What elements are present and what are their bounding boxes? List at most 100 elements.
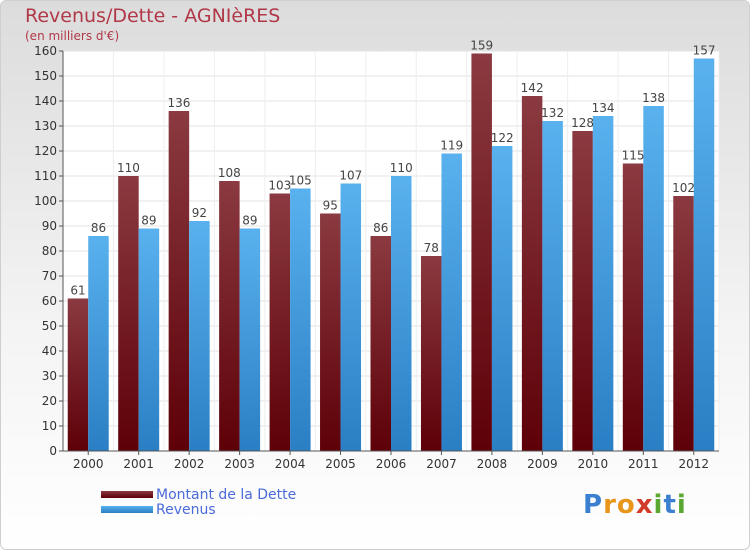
data-label-revenue-2011: 138: [642, 91, 665, 105]
y-tick-label: 10: [42, 419, 57, 433]
bar-revenue-2009: [542, 121, 563, 451]
bar-debt-2001: [118, 176, 139, 451]
data-label-debt-2012: 102: [672, 181, 695, 195]
y-tick-label: 0: [49, 444, 57, 458]
x-tick-label-2000: 2000: [73, 457, 104, 471]
x-tick-label-2005: 2005: [325, 457, 356, 471]
data-label-debt-2006: 86: [373, 221, 388, 235]
data-label-debt-2002: 136: [167, 96, 190, 110]
logo-letter: t: [663, 490, 677, 520]
bar-debt-2006: [370, 236, 391, 451]
y-tick-label: 160: [34, 44, 57, 58]
data-label-revenue-2009: 132: [541, 106, 564, 120]
data-label-debt-2004: 103: [268, 179, 291, 193]
data-label-revenue-2001: 89: [141, 214, 156, 228]
bar-revenue-2005: [340, 183, 362, 451]
bar-revenue-2006: [391, 176, 412, 451]
data-label-revenue-2007: 119: [440, 139, 463, 153]
data-label-debt-2000: 61: [70, 284, 85, 298]
data-label-revenue-2004: 105: [289, 174, 312, 188]
y-tick-label: 110: [34, 169, 57, 183]
bar-debt-2004: [269, 193, 291, 451]
data-label-revenue-2005: 107: [339, 169, 362, 183]
y-tick-label: 140: [34, 94, 57, 108]
bar-revenue-2012: [693, 58, 715, 451]
bar-debt-2008: [471, 53, 492, 451]
bar-revenue-2002: [189, 221, 210, 451]
bar-debt-2005: [320, 213, 341, 451]
data-label-revenue-2008: 122: [491, 131, 514, 145]
x-tick-label-2008: 2008: [477, 457, 508, 471]
data-label-debt-2007: 78: [424, 241, 439, 255]
y-tick-label: 80: [42, 244, 57, 258]
legend-swatch-revenue: [101, 506, 153, 513]
legend: Montant de la Dette Revenus: [101, 486, 297, 518]
data-label-revenue-2002: 92: [192, 206, 207, 220]
data-label-debt-2010: 128: [571, 116, 594, 130]
data-label-revenue-2006: 110: [390, 161, 413, 175]
y-tick-label: 50: [42, 319, 57, 333]
bar-revenue-2007: [441, 153, 462, 451]
y-tick-label: 20: [42, 394, 57, 408]
bar-revenue-2011: [643, 106, 664, 451]
bar-debt-2010: [572, 131, 593, 451]
logo-letter: r: [603, 490, 617, 520]
y-tick-label: 130: [34, 119, 57, 133]
x-tick-label-2001: 2001: [123, 457, 154, 471]
bar-revenue-2001: [138, 228, 160, 451]
x-tick-label-2011: 2011: [628, 457, 659, 471]
data-label-debt-2003: 108: [218, 166, 241, 180]
x-tick-label-2009: 2009: [527, 457, 558, 471]
proxiti-logo: Proxiti: [583, 490, 687, 520]
data-label-debt-2008: 159: [470, 39, 493, 53]
y-tick-label: 120: [34, 144, 57, 158]
data-label-revenue-2012: 157: [693, 44, 716, 58]
y-tick-label: 60: [42, 294, 57, 308]
bar-debt-2002: [168, 111, 190, 451]
legend-swatch-debt: [101, 491, 153, 498]
bar-revenue-2008: [491, 146, 513, 451]
x-tick-label-2007: 2007: [426, 457, 457, 471]
data-label-debt-2001: 110: [117, 161, 140, 175]
x-tick-label-2003: 2003: [224, 457, 255, 471]
bar-debt-2003: [219, 181, 240, 451]
bar-debt-2007: [420, 256, 442, 451]
logo-letter: x: [635, 490, 654, 520]
bar-revenue-2004: [290, 188, 311, 451]
x-tick-label-2004: 2004: [275, 457, 306, 471]
x-tick-label-2002: 2002: [174, 457, 205, 471]
logo-letter: i: [653, 490, 664, 520]
chart-subtitle: (en milliers d'€): [25, 29, 120, 43]
legend-label-revenue: Revenus: [156, 501, 216, 518]
bar-revenue-2003: [239, 228, 261, 451]
y-tick-label: 40: [42, 344, 57, 358]
y-tick-label: 90: [42, 219, 57, 233]
bar-debt-2012: [673, 196, 694, 451]
logo-letter: P: [583, 490, 604, 520]
legend-item-debt: Montant de la Dette: [101, 486, 297, 503]
data-label-revenue-2010: 134: [592, 101, 615, 115]
logo-letter: i: [676, 490, 687, 520]
logo-letter: o: [616, 490, 636, 520]
data-label-debt-2005: 95: [323, 199, 338, 213]
data-label-revenue-2003: 89: [242, 214, 257, 228]
legend-label-debt: Montant de la Dette: [156, 486, 297, 503]
bar-debt-2000: [67, 298, 89, 451]
bar-revenue-2000: [88, 236, 109, 451]
y-tick-label: 150: [34, 69, 57, 83]
y-tick-label: 70: [42, 269, 57, 283]
bar-debt-2009: [521, 96, 543, 451]
data-label-debt-2011: 115: [622, 149, 645, 163]
y-tick-label: 100: [34, 194, 57, 208]
y-tick-label: 30: [42, 369, 57, 383]
x-tick-label-2006: 2006: [376, 457, 407, 471]
legend-item-revenue: Revenus: [101, 501, 296, 518]
chart-title: Revenus/Dette - AGNIèRES: [25, 5, 281, 27]
data-label-revenue-2000: 86: [91, 221, 106, 235]
x-tick-label-2012: 2012: [678, 457, 709, 471]
bar-debt-2011: [622, 163, 644, 451]
data-label-debt-2009: 142: [521, 81, 544, 95]
x-tick-label-2010: 2010: [578, 457, 609, 471]
